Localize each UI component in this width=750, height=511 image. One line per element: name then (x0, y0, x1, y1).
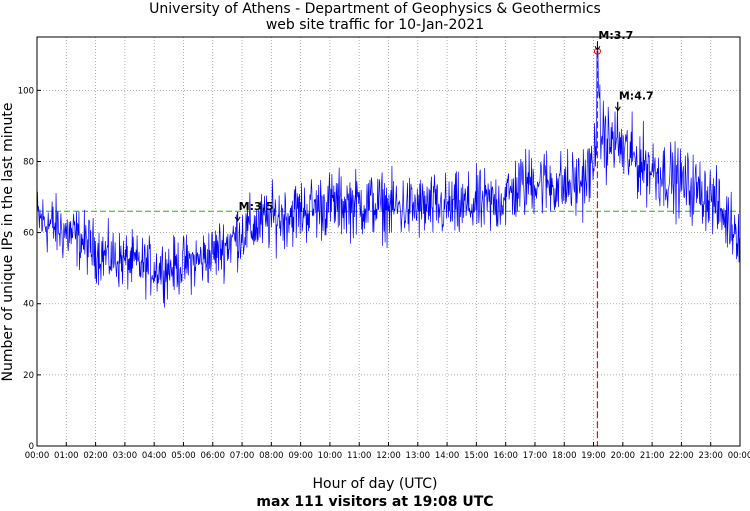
y-tick-label: 100 (18, 86, 34, 96)
y-tick-label: 20 (23, 371, 34, 381)
x-tick-label: 02:00 (83, 451, 108, 461)
x-tick-label: 16:00 (493, 451, 518, 461)
y-axis-label: Number of unique IPs in the last minute (0, 103, 16, 382)
annotation-label: M:3.5 (239, 200, 274, 213)
annotation: M:3.7 (594, 29, 633, 52)
y-tick-label: 60 (23, 229, 34, 239)
x-tick-label: 04:00 (142, 451, 167, 461)
annotation-arrowhead (234, 216, 241, 222)
annotation: M:3.5 (234, 200, 274, 222)
event-annotations: M:3.7 M:4.7 M:3.5 (234, 29, 654, 222)
x-tick-label: 07:00 (230, 451, 255, 461)
y-tick-label: 80 (23, 157, 34, 167)
traffic-series-line (36, 50, 741, 308)
annotation-label: M:4.7 (619, 90, 654, 103)
annotation-arrowhead (614, 106, 621, 112)
x-tick-label: 11:00 (347, 451, 372, 461)
x-tick-label: 08:00 (259, 451, 284, 461)
x-axis: 00:00 01:00 02:00 03:00 04:00 05:00 06:00 07:00… (25, 442, 750, 461)
x-tick-label: 05:00 (171, 451, 196, 461)
y-tick-label: 40 (23, 300, 34, 310)
x-tick-label: 21:00 (640, 451, 665, 461)
x-axis-label: Hour of day (UTC) (312, 476, 438, 492)
max-visitors-footer: max 111 visitors at 19:08 UTC (256, 494, 494, 510)
x-tick-label: 00:00 (728, 451, 750, 461)
annotation-label: M:3.7 (598, 29, 633, 42)
x-tick-label: 22:00 (669, 451, 694, 461)
x-tick-label: 23:00 (698, 451, 723, 461)
x-tick-label: 06:00 (201, 451, 226, 461)
x-tick-label: 19:00 (581, 451, 606, 461)
x-tick-label: 20:00 (611, 451, 636, 461)
chart-title: University of Athens - Department of Geo… (149, 1, 601, 17)
x-tick-label: 15:00 (464, 451, 489, 461)
annotation: M:4.7 (614, 90, 654, 112)
y-axis: 0 20 40 60 80 100 (18, 86, 41, 452)
x-tick-label: 01:00 (54, 451, 79, 461)
x-tick-label: 18:00 (552, 451, 577, 461)
x-tick-label: 14:00 (435, 451, 460, 461)
x-tick-label: 13:00 (406, 451, 431, 461)
x-tick-label: 03:00 (113, 451, 138, 461)
y-tick-label: 0 (29, 442, 34, 452)
x-tick-label: 10:00 (318, 451, 343, 461)
chart-subtitle: web site traffic for 10-Jan-2021 (265, 17, 485, 33)
annotation-arrowhead (594, 45, 601, 52)
x-tick-label: 09:00 (288, 451, 313, 461)
x-tick-label: 00:00 (25, 451, 50, 461)
x-tick-label: 12:00 (376, 451, 401, 461)
x-tick-label: 17:00 (523, 451, 548, 461)
